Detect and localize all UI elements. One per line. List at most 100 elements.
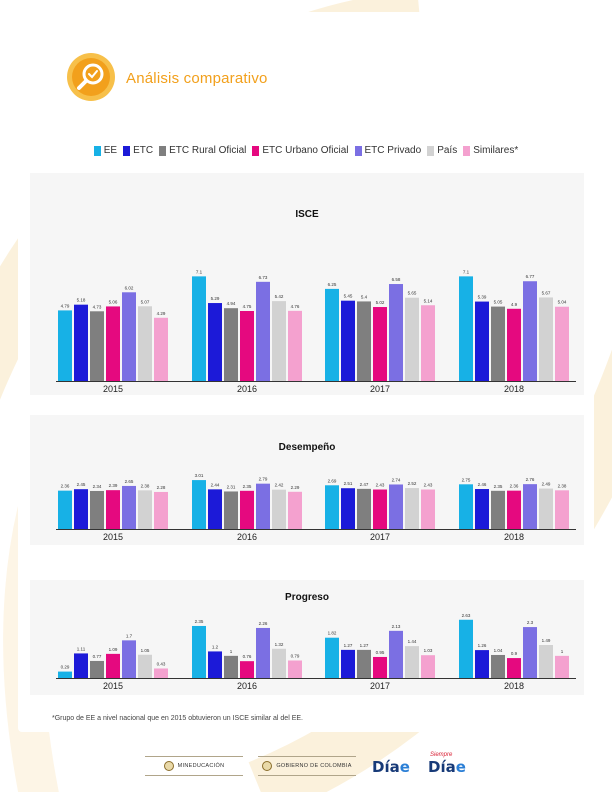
dia-e-logo: Díae xyxy=(372,758,410,776)
bar-2-3-1 xyxy=(475,650,489,678)
isce-chart: ISCE 4.79 5.18 4.73 5.06 6.02 5.07 4.29 2015 7.1 5… xyxy=(56,209,576,394)
bar-0-0-5 xyxy=(138,306,152,381)
bar-value-label: 1.03 xyxy=(424,648,433,653)
bar-1-3-4 xyxy=(523,484,537,529)
bar-value-label: 2.35 xyxy=(494,484,503,489)
bar-value-label: 2.26 xyxy=(259,621,268,626)
bar-0-0-0 xyxy=(58,310,72,381)
gobierno-label: GOBIERNO DE COLOMBIA xyxy=(276,763,352,769)
bar-1-3-3 xyxy=(507,490,521,529)
mineducacion-label: MINEDUCACIÓN xyxy=(177,763,225,769)
bar-value-label: 6.77 xyxy=(526,274,535,279)
bar-0-2-5 xyxy=(405,297,419,381)
bar-value-label: 5.05 xyxy=(494,300,503,305)
bar-0-0-3 xyxy=(106,306,120,381)
chart-title: ISCE xyxy=(295,209,319,220)
progreso-chart-panel: Progreso 0.29 1.11 0.77 1.09 1.7 1.05 0.43 2015 2… xyxy=(30,580,584,695)
bar-2-1-1 xyxy=(208,651,222,678)
bar-value-label: 1.05 xyxy=(141,648,150,653)
dia-text: Día xyxy=(428,758,456,776)
bar-value-label: 7.1 xyxy=(463,269,470,274)
bar-value-label: 2.63 xyxy=(462,613,471,618)
bar-1-1-2 xyxy=(224,491,238,529)
bar-value-label: 0.76 xyxy=(243,654,252,659)
x-tick-label: 2018 xyxy=(504,681,524,691)
bar-1-3-2 xyxy=(491,490,505,529)
legend-label: ETC xyxy=(133,145,154,156)
legend-label: ETC Rural Oficial xyxy=(169,145,247,156)
bar-2-0-0 xyxy=(58,671,72,678)
bar-0-3-1 xyxy=(475,301,489,381)
legend-item-etc: ETC xyxy=(123,145,153,156)
bar-1-1-5 xyxy=(272,489,286,529)
bar-1-0-4 xyxy=(122,485,136,529)
bar-value-label: 2.39 xyxy=(109,483,118,488)
bar-value-label: 1.2 xyxy=(212,644,219,649)
bar-0-0-2 xyxy=(90,311,104,381)
legend-item-etc-urbano: ETC Urbano Oficial xyxy=(252,145,349,156)
bar-1-1-6 xyxy=(288,491,302,529)
legend-item-similares: Similares* xyxy=(463,145,518,156)
bar-value-label: 2.45 xyxy=(77,482,86,487)
bar-0-3-0 xyxy=(459,276,473,381)
bar-value-label: 4.9 xyxy=(511,302,518,307)
bar-value-label: 0.79 xyxy=(291,654,300,659)
bar-0-1-5 xyxy=(272,301,286,381)
bar-value-label: 5.29 xyxy=(211,296,220,301)
bar-value-label: 2.51 xyxy=(344,481,353,486)
bar-value-label: 2.75 xyxy=(462,477,471,482)
footnote: *Grupo de EE a nivel nacional que en 201… xyxy=(52,715,303,722)
bar-1-2-3 xyxy=(373,489,387,529)
bar-value-label: 4.76 xyxy=(291,304,300,309)
page-title: Análisis comparativo xyxy=(126,70,268,87)
bar-value-label: 1.09 xyxy=(109,647,118,652)
bar-0-0-4 xyxy=(122,292,136,381)
bar-1-3-5 xyxy=(539,488,553,529)
bar-1-0-0 xyxy=(58,490,72,529)
bar-value-label: 2.69 xyxy=(328,478,337,483)
legend-item-etc-privado: ETC Privado xyxy=(354,145,421,156)
bar-value-label: 2.36 xyxy=(61,484,70,489)
bar-0-0-6 xyxy=(154,317,168,381)
bar-value-label: 2.79 xyxy=(259,477,268,482)
bar-1-2-6 xyxy=(421,489,435,529)
x-tick-label: 2018 xyxy=(504,532,524,542)
bar-value-label: 1.32 xyxy=(275,642,284,647)
legend-item-etc-rural: ETC Rural Oficial xyxy=(159,145,246,156)
legend-swatch xyxy=(159,145,167,156)
bar-0-1-6 xyxy=(288,310,302,381)
bar-2-1-3 xyxy=(240,661,254,678)
bar-value-label: 1 xyxy=(561,649,564,654)
x-tick-label: 2015 xyxy=(103,532,123,542)
legend-swatch xyxy=(123,145,131,156)
magnifier-check-icon xyxy=(67,53,115,101)
bar-1-3-6 xyxy=(555,490,569,529)
legend-label: Similares* xyxy=(473,145,519,156)
bar-value-label: 5.65 xyxy=(408,291,417,296)
bar-2-3-4 xyxy=(523,627,537,678)
bar-value-label: 1.7 xyxy=(126,633,133,638)
desempeno-chart-panel: Desempeño 2.36 2.45 2.34 2.39 2.65 2.38 2.28 201… xyxy=(30,415,584,545)
bar-2-2-6 xyxy=(421,655,435,678)
bar-1-1-1 xyxy=(208,489,222,529)
bar-value-label: 2.74 xyxy=(392,477,401,482)
bar-value-label: 5.67 xyxy=(542,290,551,295)
bar-0-2-1 xyxy=(341,300,355,381)
bar-value-label: 4.94 xyxy=(227,301,236,306)
bar-0-3-2 xyxy=(491,306,505,381)
bar-2-1-5 xyxy=(272,648,286,678)
bar-value-label: 2.42 xyxy=(275,483,284,488)
siempre-dia-e-logo: Díae xyxy=(428,758,466,776)
legend-swatch xyxy=(463,145,471,156)
bar-2-0-2 xyxy=(90,660,104,678)
bar-value-label: 5.39 xyxy=(478,295,487,300)
bar-value-label: 4.79 xyxy=(61,303,70,308)
bar-1-2-1 xyxy=(341,488,355,529)
gobierno-colombia-logo: GOBIERNO DE COLOMBIA xyxy=(258,756,356,776)
bar-value-label: 2.29 xyxy=(291,485,300,490)
desempeno-chart: Desempeño 2.36 2.45 2.34 2.39 2.65 2.38 2.28 201… xyxy=(56,442,576,542)
x-tick-label: 2015 xyxy=(103,681,123,691)
bar-value-label: 2.13 xyxy=(392,624,401,629)
legend-swatch xyxy=(427,145,435,156)
bar-2-2-1 xyxy=(341,649,355,678)
